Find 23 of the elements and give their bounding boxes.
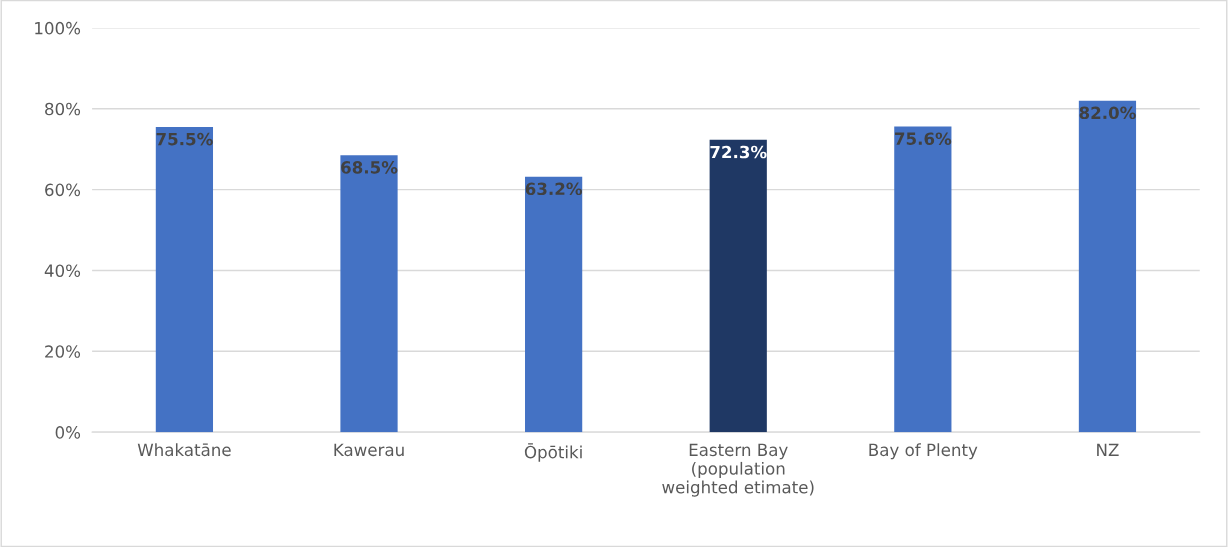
y-tick-label: 100% bbox=[35, 21, 81, 35]
data-label: 75.5% bbox=[156, 132, 213, 146]
data-label: 82.0% bbox=[1079, 106, 1136, 120]
data-label: 72.3% bbox=[710, 145, 767, 159]
x-tick-label: Eastern Bay (population weighted etimate) bbox=[662, 443, 814, 497]
bar bbox=[525, 176, 583, 433]
y-tick-label: 40% bbox=[44, 264, 81, 278]
y-tick-label: 80% bbox=[45, 102, 81, 116]
bar bbox=[155, 126, 214, 433]
data-label: 63.2% bbox=[525, 182, 582, 196]
bar bbox=[340, 155, 398, 433]
x-tick-label: Bay of Plenty bbox=[869, 443, 978, 460]
x-tick-label: Kawerau bbox=[334, 443, 404, 457]
x-tick-label: NZ bbox=[1097, 443, 1119, 456]
bar bbox=[1078, 100, 1137, 433]
y-tick-label: 60% bbox=[45, 183, 81, 197]
bar bbox=[894, 126, 952, 433]
y-tick-label: 20% bbox=[45, 345, 81, 358]
x-tick-label: Ōpōtiki bbox=[524, 443, 582, 462]
bar bbox=[709, 139, 767, 433]
data-label: 68.5% bbox=[341, 161, 398, 174]
x-tick-label: Whakatāne bbox=[137, 443, 231, 457]
y-tick-label: 0% bbox=[55, 426, 81, 439]
